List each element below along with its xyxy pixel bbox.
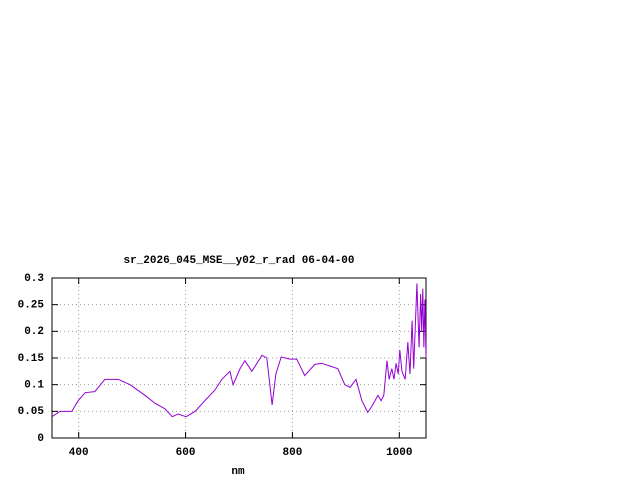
y-tick-label: 0.25: [18, 300, 45, 312]
y-tick-label: 0: [37, 433, 44, 445]
x-tick-label: 1000: [386, 447, 412, 459]
data-line: [51, 283, 427, 418]
y-tick-label: 0.1: [24, 380, 44, 392]
x-tick-label: 400: [69, 447, 89, 459]
y-tick-label: 0.15: [18, 353, 45, 365]
y-tick-label: 0.05: [18, 406, 45, 418]
x-axis-label: nm: [231, 466, 245, 478]
x-tick-label: 600: [176, 447, 196, 459]
y-tick-label: 0.2: [24, 326, 44, 338]
x-tick-label: 800: [283, 447, 303, 459]
chart-title: sr_2026_045_MSE__y02_r_rad 06-04-00: [123, 255, 354, 267]
y-tick-label: 0.3: [24, 273, 44, 285]
